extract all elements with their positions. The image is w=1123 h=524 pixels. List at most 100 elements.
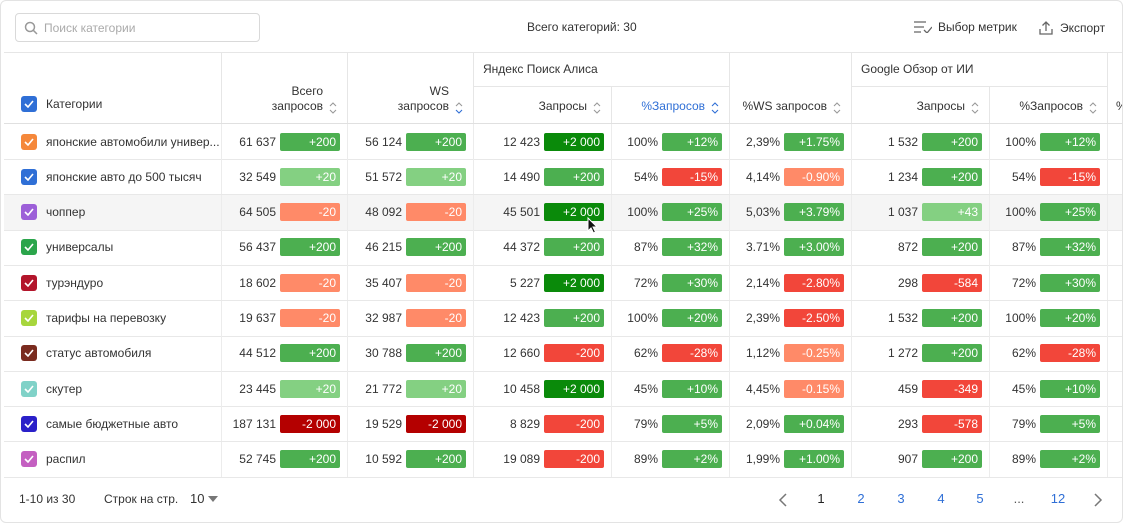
row-checkbox[interactable] xyxy=(21,310,37,326)
header-cell[interactable]: Запросы xyxy=(474,87,612,123)
sort-icon[interactable] xyxy=(329,102,337,114)
sort-icon[interactable] xyxy=(455,102,463,114)
page-button[interactable]: 2 xyxy=(857,491,865,506)
delta-badge: +200 xyxy=(544,238,604,257)
metrics-icon xyxy=(914,21,932,33)
header-label: Запросы xyxy=(538,99,587,113)
row-checkbox[interactable] xyxy=(21,415,37,432)
category-cell: статус автомобиля xyxy=(4,335,222,371)
search-icon xyxy=(24,21,38,35)
category-name: скутер xyxy=(46,381,83,396)
header-cell[interactable]: Всего запросов xyxy=(222,53,348,123)
category-cell: самые бюджетные авто xyxy=(4,406,222,442)
page-button[interactable]: 5 xyxy=(976,491,984,506)
metric-cell: 100% +12% xyxy=(990,124,1108,159)
header-cell[interactable]: %WS запросов xyxy=(730,53,852,123)
delta-badge: -15% xyxy=(662,167,722,186)
metric-cell: 18 602 -20 xyxy=(222,265,348,301)
delta-badge: -20 xyxy=(280,203,340,222)
metrics-button[interactable]: Выбор метрик xyxy=(914,20,1017,34)
metric-value: 45% xyxy=(633,381,658,396)
delta-badge: -2 000 xyxy=(406,414,466,433)
check-mark xyxy=(24,243,34,252)
row-checkbox[interactable] xyxy=(21,239,37,256)
sort-icon[interactable] xyxy=(971,102,979,114)
category-cell: чоппер xyxy=(4,194,222,230)
search-input[interactable]: Поиск категории xyxy=(15,13,260,42)
group-header: Яндекс Поиск Алиса xyxy=(474,53,730,87)
header-cell[interactable]: WS запросов xyxy=(348,53,474,123)
row-checkbox[interactable] xyxy=(21,451,37,468)
delta-badge: -2 000 xyxy=(280,414,340,433)
row-checkbox[interactable] xyxy=(21,274,37,291)
metric-value: 32 549 xyxy=(239,169,276,184)
next-page[interactable] xyxy=(1093,493,1103,507)
check-icon xyxy=(24,173,34,181)
delta-badge: +2 000 xyxy=(544,132,604,151)
row-checkbox[interactable] xyxy=(21,133,37,150)
sort-icon[interactable] xyxy=(833,102,841,114)
metric-cell: 907 +200 xyxy=(852,441,990,477)
rows-per-page-select[interactable]: 10 xyxy=(190,491,219,506)
metric-value: 62% xyxy=(633,346,658,361)
metric-value: 1,99% xyxy=(745,452,780,467)
metric-cell: 62% -28% xyxy=(990,335,1108,371)
metric-value: 100% xyxy=(627,134,658,149)
table-row: турэндуро 18 602 -20 35 407 -20 5 227 +2 000 72… xyxy=(4,265,1122,302)
page-button[interactable]: ... xyxy=(1013,491,1025,506)
check-mark xyxy=(24,279,34,287)
metric-cell: 72% +30% xyxy=(990,265,1108,301)
prev-page[interactable] xyxy=(778,493,788,507)
metric-value: 21 772 xyxy=(365,381,402,396)
metric-value: 61 637 xyxy=(239,134,276,149)
metric-cell: 4,45% -0.15% xyxy=(730,371,852,407)
header-cell[interactable]: %Запросов xyxy=(612,87,730,123)
metric-cell: 2,14% -2.80% xyxy=(730,265,852,301)
row-checkbox[interactable] xyxy=(21,345,37,362)
sort-icon[interactable] xyxy=(1089,102,1097,114)
sort-down xyxy=(329,109,337,114)
check-icon xyxy=(24,385,34,393)
metric-cell: 293 -578 xyxy=(852,406,990,442)
check-mark xyxy=(24,100,34,108)
delta-badge: +20 xyxy=(280,379,340,398)
header-cell[interactable]: % xyxy=(1108,53,1122,123)
header-cell[interactable]: %Запросов xyxy=(990,87,1108,123)
delta-badge: -200 xyxy=(544,450,604,469)
metric-value: 2,09% xyxy=(745,416,780,431)
sort-icon[interactable] xyxy=(593,102,601,114)
metric-cell: 64 505 -20 xyxy=(222,194,348,230)
pagination-bar: 1-10 из 30 Строк на стр. 10 1 2 3 4 5... 12 xyxy=(1,491,1122,511)
metric-value: 87% xyxy=(633,240,658,255)
page-button[interactable]: 1 xyxy=(817,491,825,506)
metric-cell: 298 -584 xyxy=(852,265,990,301)
delta-badge: +200 xyxy=(922,167,982,186)
table-row: статус автомобиля 44 512 +200 30 788 +200 12 … xyxy=(4,335,1122,372)
metric-cell xyxy=(1108,159,1122,194)
page-button[interactable]: 3 xyxy=(897,491,905,506)
delta-badge: +32% xyxy=(1040,238,1100,257)
page-button[interactable]: 4 xyxy=(937,491,945,506)
metric-cell: 2,39% -2.50% xyxy=(730,300,852,336)
rows-per-page-value: 10 xyxy=(190,491,205,506)
delta-badge: -2.50% xyxy=(784,309,844,327)
metric-value: 54% xyxy=(633,169,658,184)
export-button[interactable]: Экспорт xyxy=(1038,20,1105,36)
metric-cell: 1 532 +200 xyxy=(852,300,990,336)
delta-badge: +200 xyxy=(922,344,982,363)
row-checkbox[interactable] xyxy=(21,380,37,397)
delta-badge: +200 xyxy=(280,344,340,363)
header-cell[interactable]: Запросы xyxy=(852,87,990,123)
metric-cell: 19 637 -20 xyxy=(222,300,348,336)
page-button[interactable]: 12 xyxy=(1050,491,1066,506)
delta-badge: +20 xyxy=(406,167,466,186)
metric-cell: 100% +20% xyxy=(990,300,1108,336)
delta-badge: +32% xyxy=(662,238,722,257)
metrics-label: Выбор метрик xyxy=(938,20,1017,34)
export-label: Экспорт xyxy=(1060,21,1106,35)
sort-icon[interactable] xyxy=(711,102,719,114)
select-all-checkbox[interactable] xyxy=(21,96,37,112)
row-checkbox[interactable] xyxy=(21,168,37,185)
row-checkbox[interactable] xyxy=(21,204,37,221)
metric-value: 2,39% xyxy=(745,311,780,325)
